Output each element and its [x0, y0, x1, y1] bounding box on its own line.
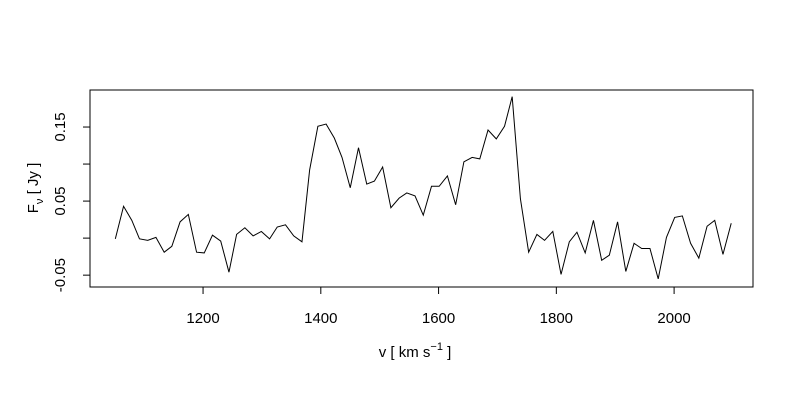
x-axis-label: v [ km s−1 ] [379, 341, 452, 361]
x-label-end: ] [443, 344, 451, 361]
x-tick-label: 1200 [186, 310, 219, 327]
data-line [114, 96, 732, 279]
y-tick-label: 0.05 [52, 186, 69, 215]
y-axis-label: Fν [ Jy ] [25, 163, 46, 214]
y-tick-label: 0.15 [52, 112, 69, 141]
x-tick-label: 1400 [304, 310, 337, 327]
x-label-main: v [ km s [379, 344, 431, 361]
plot-frame [89, 89, 754, 288]
y-label-sub: ν [34, 198, 46, 204]
y-tick-label: -0.05 [52, 258, 69, 292]
x-tick-label: 2000 [657, 310, 690, 327]
x-label-sup: −1 [430, 341, 443, 353]
y-label-end: [ Jy ] [25, 163, 42, 199]
x-tick-label: 1600 [422, 310, 455, 327]
y-label-main: F [25, 204, 42, 213]
x-tick-label: 1800 [540, 310, 573, 327]
